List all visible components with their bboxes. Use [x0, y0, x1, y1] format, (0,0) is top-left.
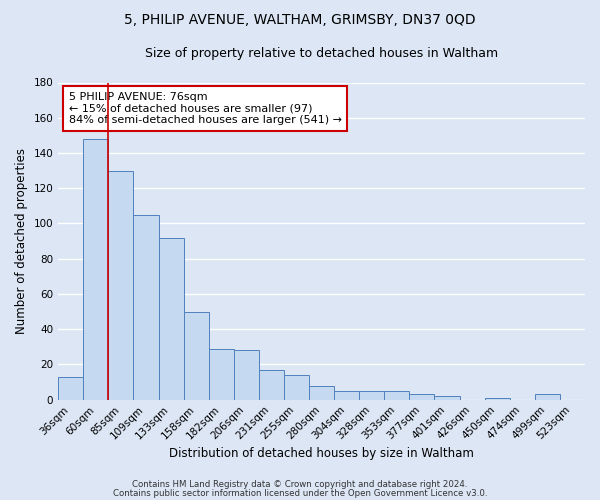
Bar	[184, 312, 209, 400]
Bar	[309, 386, 334, 400]
Bar	[209, 348, 234, 400]
Text: Contains HM Land Registry data © Crown copyright and database right 2024.: Contains HM Land Registry data © Crown c…	[132, 480, 468, 489]
Bar	[334, 391, 359, 400]
Text: Contains public sector information licensed under the Open Government Licence v3: Contains public sector information licen…	[113, 488, 487, 498]
Bar	[158, 238, 184, 400]
Text: 5, PHILIP AVENUE, WALTHAM, GRIMSBY, DN37 0QD: 5, PHILIP AVENUE, WALTHAM, GRIMSBY, DN37…	[124, 12, 476, 26]
Bar	[83, 139, 109, 400]
Bar	[359, 391, 385, 400]
Bar	[133, 214, 158, 400]
Bar	[434, 396, 460, 400]
X-axis label: Distribution of detached houses by size in Waltham: Distribution of detached houses by size …	[169, 447, 474, 460]
Bar	[535, 394, 560, 400]
Y-axis label: Number of detached properties: Number of detached properties	[15, 148, 28, 334]
Text: 5 PHILIP AVENUE: 76sqm
← 15% of detached houses are smaller (97)
84% of semi-det: 5 PHILIP AVENUE: 76sqm ← 15% of detached…	[69, 92, 342, 125]
Bar	[409, 394, 434, 400]
Bar	[485, 398, 510, 400]
Title: Size of property relative to detached houses in Waltham: Size of property relative to detached ho…	[145, 48, 498, 60]
Bar	[284, 375, 309, 400]
Bar	[58, 377, 83, 400]
Bar	[109, 170, 133, 400]
Bar	[385, 391, 409, 400]
Bar	[259, 370, 284, 400]
Bar	[234, 350, 259, 400]
